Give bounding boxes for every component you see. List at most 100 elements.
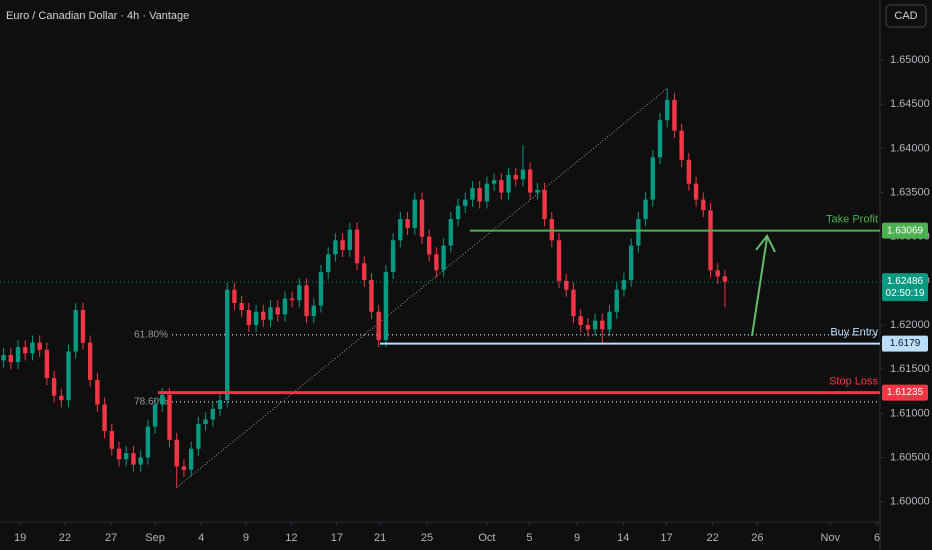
chart-title: Euro / Canadian Dollar · 4h · Vantage — [6, 10, 189, 22]
candle-body — [232, 289, 237, 303]
candle-body — [679, 130, 684, 160]
candle-body — [455, 205, 461, 220]
x-tick-label: Nov — [820, 532, 840, 544]
candle-body — [203, 419, 208, 424]
candle-body — [470, 188, 475, 200]
candle-body — [715, 270, 720, 277]
candle-body — [297, 285, 302, 301]
candle-body — [621, 279, 627, 290]
candle-body — [275, 307, 280, 315]
x-tick-label: 22 — [707, 532, 719, 544]
candle-body — [289, 298, 295, 301]
candle-body — [145, 426, 151, 458]
x-tick-label: 4 — [198, 532, 204, 544]
candle-body — [701, 199, 706, 211]
candle-body — [311, 305, 316, 317]
candle-body — [51, 378, 57, 396]
candle-body — [325, 254, 331, 273]
candle-body — [23, 347, 28, 354]
y-tick-label: 1.60500 — [890, 451, 930, 463]
candle-body — [73, 310, 78, 352]
candle-body — [441, 245, 446, 271]
candle-body — [600, 320, 605, 330]
level-price-tag — [882, 384, 928, 401]
candle-body — [304, 285, 309, 317]
candle-body — [708, 210, 713, 271]
y-tick-label: 1.60000 — [890, 496, 930, 508]
candle-body — [412, 199, 417, 228]
candle-body — [167, 394, 172, 440]
candle-body — [628, 245, 634, 280]
candle-body — [506, 174, 511, 193]
x-tick-label: 5 — [526, 532, 532, 544]
x-tick-label: Oct — [478, 532, 495, 544]
candle-body — [636, 219, 641, 246]
candle-body — [282, 298, 288, 315]
candle-body — [556, 240, 562, 281]
candle-body — [398, 219, 403, 241]
arrow-head — [755, 234, 776, 253]
candle-body — [362, 263, 367, 280]
candle-body — [693, 183, 699, 200]
candle-body — [116, 448, 122, 460]
y-tick-label: 1.65000 — [890, 54, 930, 66]
candle-body — [722, 276, 728, 282]
candle-body — [87, 342, 93, 380]
y-tick-label: 1.62000 — [890, 319, 930, 331]
y-tick-label: 1.61000 — [890, 407, 930, 419]
candle-body — [196, 423, 201, 449]
x-tick-label: 9 — [574, 532, 580, 544]
y-tick-label: 1.61500 — [890, 363, 930, 375]
candle-body — [66, 351, 71, 401]
candle-body — [8, 355, 14, 363]
y-tick-label: 1.64500 — [890, 98, 930, 110]
candle-body — [477, 188, 482, 202]
candle-body — [152, 404, 158, 427]
candle-body — [95, 379, 100, 405]
candle-body — [354, 229, 360, 264]
x-tick-label: 17 — [660, 532, 672, 544]
candle-body — [131, 453, 136, 465]
candle-body — [585, 325, 591, 330]
candle-body — [261, 311, 266, 320]
fib-level-label: 78.60% — [134, 397, 168, 408]
last-price-tag — [882, 273, 928, 302]
candle-body — [571, 289, 576, 317]
candle-body — [607, 311, 612, 330]
x-tick-label: 22 — [59, 532, 71, 544]
candle-body — [340, 240, 345, 250]
candle-body — [499, 180, 504, 193]
candle-body — [542, 189, 547, 220]
candle-body — [246, 310, 252, 326]
y-tick-label: 1.64000 — [890, 142, 930, 154]
level-label: Buy Entry — [830, 326, 878, 338]
y-tick-label: 1.63500 — [890, 186, 930, 198]
candle-body — [614, 289, 619, 312]
candle-body — [578, 316, 583, 326]
candle-body — [448, 219, 454, 246]
arrow-shaft — [751, 237, 768, 337]
x-tick-label: 17 — [331, 532, 343, 544]
candle-body — [484, 183, 490, 202]
level-price-tag — [882, 335, 928, 352]
candle-body — [592, 320, 598, 330]
candle-body — [643, 199, 648, 220]
candle-body — [318, 272, 324, 306]
x-tick-label: 26 — [751, 532, 763, 544]
candle-body — [333, 240, 338, 255]
currency-button[interactable] — [885, 4, 927, 28]
level-label: Take Profit — [826, 214, 878, 226]
candle-body — [210, 408, 215, 420]
fib-level-label: 61.80% — [134, 329, 168, 340]
candle-body — [463, 199, 468, 206]
candle-body — [657, 120, 663, 158]
candle-body — [390, 240, 396, 273]
x-tick-label: 27 — [105, 532, 117, 544]
x-tick-label: Sep — [145, 532, 165, 544]
x-tick-label: 9 — [243, 532, 249, 544]
level-price-label: 1.63069 — [887, 225, 924, 236]
currency-label[interactable]: CAD — [894, 10, 917, 22]
